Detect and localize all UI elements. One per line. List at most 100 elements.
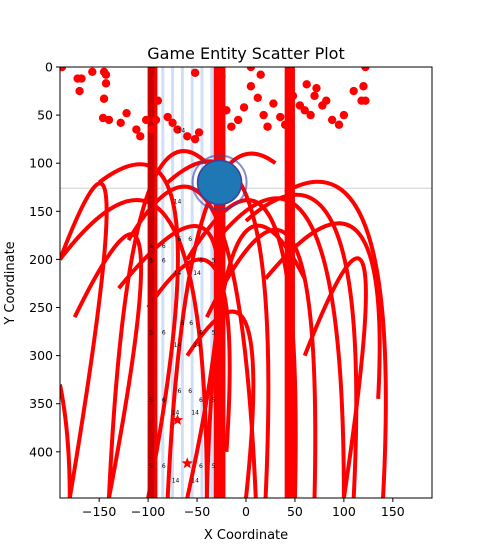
blue-lane-0 <box>161 67 165 498</box>
trajectory-arc-12 <box>284 179 388 498</box>
trajectory-arc-19 <box>204 223 307 498</box>
y-axis-label: Y Coordinate <box>3 241 18 325</box>
red-point-21 <box>173 125 182 134</box>
red-point-51 <box>361 96 370 105</box>
entity-label-5: 6 <box>178 236 182 243</box>
trajectory-arc-2 <box>72 232 144 498</box>
x-tick-label-0: −150 <box>82 504 116 519</box>
red-point-11 <box>116 118 125 127</box>
entity-label-11: 5 <box>212 257 216 264</box>
entity-label-22: 6 <box>178 388 182 395</box>
trajectory-arc-13 <box>302 256 368 498</box>
red-point-46 <box>334 120 344 129</box>
y-tick-label-7: 350 <box>29 396 53 411</box>
red-point-28 <box>239 103 249 112</box>
x-axis-label: X Coordinate <box>204 528 288 543</box>
red-point-34 <box>276 112 285 122</box>
trajectory-arc-18 <box>165 151 277 498</box>
star-marker-0 <box>171 414 184 425</box>
trajectory-arc-3 <box>97 162 180 498</box>
entity-label-14: 6 <box>180 320 184 327</box>
red-point-38 <box>300 106 309 115</box>
entity-label-21: 14 <box>193 342 201 349</box>
red-point-7 <box>101 79 111 88</box>
vertical-bar-4 <box>284 67 288 498</box>
red-point-53 <box>190 68 200 77</box>
entity-label-9: 6 <box>162 257 166 264</box>
vertical-bar-1 <box>154 67 158 498</box>
red-point-4 <box>88 67 97 77</box>
red-point-3 <box>75 86 84 96</box>
x-axis: −150 −100 −50 0 50 100 150 <box>82 498 405 519</box>
entity-label-10: 6 <box>199 257 203 264</box>
entity-label-19: 5 <box>212 329 216 336</box>
red-point-31 <box>259 110 268 120</box>
chart-title: Game Entity Scatter Plot <box>147 44 344 63</box>
blue-lane-1 <box>171 67 175 498</box>
entity-label-25: 6 <box>162 397 166 404</box>
entity-label-7: 14 <box>174 199 182 206</box>
red-point-41 <box>310 91 319 101</box>
entity-label-13: 14 <box>193 270 201 277</box>
y-tick-label-4: 200 <box>29 252 53 267</box>
trajectory-arc-11 <box>264 221 382 400</box>
y-tick-label-0: 0 <box>45 60 53 75</box>
x-tick-label-6: 150 <box>381 504 405 519</box>
entity-label-4: 6 <box>162 243 166 250</box>
red-point-52 <box>361 67 370 72</box>
trajectory-arc-14 <box>60 384 72 498</box>
entity-label-35: 14 <box>191 478 199 485</box>
entity-label-18: 6 <box>199 329 203 336</box>
red-point-47 <box>339 110 349 120</box>
red-point-8 <box>99 94 109 103</box>
red-point-16 <box>147 125 157 134</box>
red-point-0 <box>60 67 67 72</box>
red-point-15 <box>141 115 151 125</box>
red-point-50 <box>359 82 368 91</box>
entity-label-3: 5 <box>149 243 153 250</box>
vertical-bar-0 <box>147 67 155 498</box>
red-point-44 <box>322 96 331 105</box>
entity-label-24: 5 <box>149 397 153 404</box>
entity-label-8: 5 <box>149 257 153 264</box>
red-point-23 <box>190 134 200 144</box>
entity-label-0: 14 <box>176 62 184 69</box>
y-tick-label-6: 300 <box>29 348 53 363</box>
red-point-40 <box>306 110 315 120</box>
vertical-bar-3 <box>285 67 295 498</box>
entity-label-31: 6 <box>162 463 166 470</box>
red-point-33 <box>269 99 278 108</box>
entity-label-26: 6 <box>199 397 203 404</box>
blue-lane-2 <box>180 67 184 498</box>
red-point-36 <box>288 91 298 101</box>
blue-point <box>196 159 243 206</box>
entity-label-15: 6 <box>189 320 193 327</box>
red-point-39 <box>302 80 311 89</box>
y-tick-label-5: 250 <box>29 300 53 315</box>
red-point-35 <box>280 120 290 129</box>
y-tick-label-3: 150 <box>29 204 53 219</box>
entity-label-27: 5 <box>212 397 216 404</box>
y-tick-label-8: 400 <box>29 444 53 459</box>
red-point-13 <box>132 125 141 134</box>
red-point-20 <box>168 118 177 127</box>
x-tick-label-1: −100 <box>131 504 165 519</box>
blue-lane-4 <box>200 67 204 498</box>
red-point-24 <box>194 128 204 137</box>
red-point-12 <box>122 108 131 118</box>
entity-label-29: 14 <box>191 409 199 416</box>
red-point-6 <box>101 70 111 79</box>
entity-label-30: 5 <box>149 463 153 470</box>
vertical-bar-2 <box>213 67 226 498</box>
red-point-56 <box>256 70 265 79</box>
entity-label-32: 6 <box>199 463 203 470</box>
entity-label-12: 14 <box>174 270 182 277</box>
red-point-25 <box>222 106 231 115</box>
y-tick-label-1: 50 <box>37 108 53 123</box>
red-point-55 <box>246 67 256 72</box>
entity-label-2: 14 <box>178 127 186 134</box>
trajectory-arc-9 <box>215 196 346 498</box>
red-point-18 <box>153 96 163 105</box>
entity-label-16: 5 <box>149 329 153 336</box>
